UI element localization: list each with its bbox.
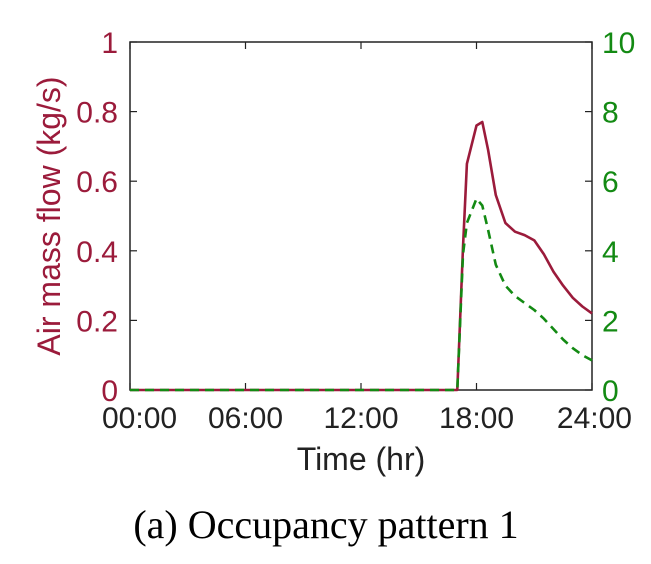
y-left-tick-label: 0.6 — [76, 166, 118, 199]
series-line-left-solid — [130, 120, 593, 392]
series-layer — [130, 120, 593, 392]
x-axis-label: Time (hr) — [297, 441, 426, 477]
y-left-tick-label: 0.4 — [76, 236, 118, 269]
y-right-tick-label: 4 — [602, 236, 619, 269]
x-tick-label: 18:00 — [439, 402, 514, 435]
y-right-tick-label: 8 — [602, 97, 619, 130]
y-right-tick-label: 2 — [602, 305, 619, 338]
y-left-tick-label: 1 — [101, 27, 118, 60]
series-line-right-dashed — [130, 197, 593, 392]
x-tick-label: 12:00 — [323, 402, 398, 435]
y-right-tick-label: 10 — [602, 27, 635, 60]
x-tick-label: 06:00 — [208, 402, 283, 435]
y-left-tick-label: 0 — [101, 375, 118, 408]
y-right-tick-label: 6 — [602, 166, 619, 199]
y-left-tick-label: 0.2 — [76, 305, 118, 338]
x-tick-label: 24:00 — [557, 402, 632, 435]
plot-frame — [129, 41, 593, 391]
figure-caption: (a) Occupancy pattern 1 — [133, 502, 518, 547]
y-axis-label: Air mass flow (kg/s) — [31, 76, 67, 355]
y-right-tick-label: 0 — [602, 375, 619, 408]
x-tick-label: 00:00 — [102, 402, 177, 435]
y-left-tick-label: 0.8 — [76, 97, 118, 130]
